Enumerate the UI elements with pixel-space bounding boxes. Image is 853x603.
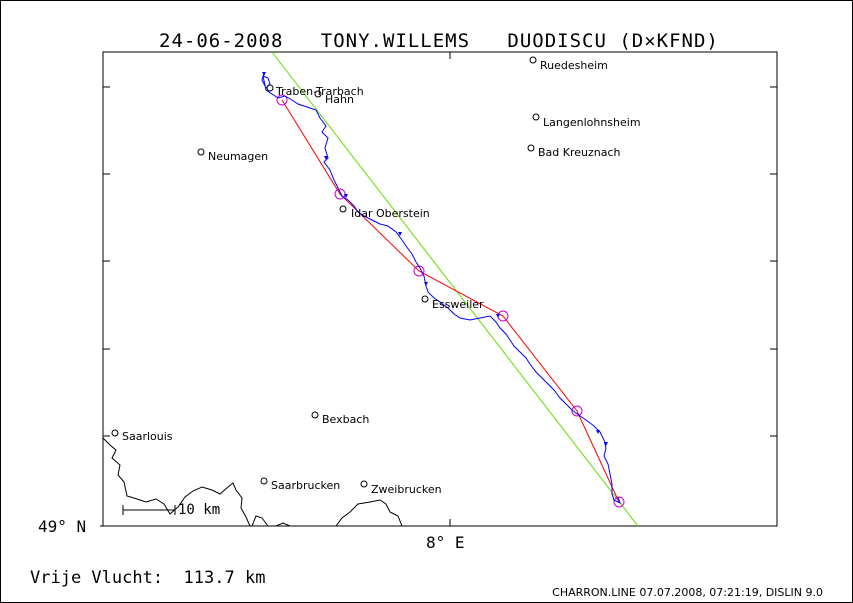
place-label: Neumagen bbox=[208, 150, 268, 163]
place-label: Zweibrucken bbox=[371, 483, 442, 496]
flight-date: 24-06-2008 bbox=[159, 30, 284, 52]
place-label: Idar Oberstein bbox=[351, 207, 430, 220]
place-label: Traben-Trarbach bbox=[275, 85, 364, 98]
place-label: Langenlohnsheim bbox=[543, 116, 641, 129]
plot-border bbox=[102, 51, 778, 527]
y-axis-label: 49° N bbox=[38, 517, 86, 536]
task-line bbox=[281, 99, 620, 503]
place-label: Bad Kreuznach bbox=[538, 146, 621, 159]
place-label: Saarbrucken bbox=[271, 479, 340, 492]
x-axis-label: 8° E bbox=[426, 533, 465, 552]
credit-line: CHARRON.LINE 07.07.2008, 07:21:19, DISLI… bbox=[552, 586, 823, 599]
distance-readout: Vrije Vlucht: 113.7 km bbox=[30, 568, 265, 588]
scale-bar: 10 km bbox=[122, 502, 220, 518]
turnpoint-marker bbox=[613, 496, 625, 508]
scale-bar-label: 10 km bbox=[178, 502, 220, 518]
place-label: Essweiler bbox=[432, 298, 484, 311]
place-label: Bexbach bbox=[322, 413, 369, 426]
turnpoint-marker bbox=[571, 405, 583, 417]
reference-line bbox=[271, 51, 639, 527]
distance-label: Vrije Vlucht: bbox=[30, 568, 164, 588]
axis-ticks bbox=[100, 52, 777, 527]
place-label: Ruedesheim bbox=[540, 59, 608, 72]
place-label: Saarlouis bbox=[122, 430, 173, 443]
map-title: 24-06-2008 TONY.WILLEMS DUODISCU (D×KFND… bbox=[0, 8, 853, 52]
turnpoint-marker bbox=[276, 94, 288, 106]
pilot-name: TONY.WILLEMS bbox=[320, 30, 471, 52]
track-markers bbox=[262, 72, 608, 446]
flight-track bbox=[261, 73, 621, 504]
country-border bbox=[102, 437, 403, 527]
place-label: Hahn bbox=[325, 93, 354, 106]
place-markers bbox=[111, 56, 540, 488]
glider-name: DUODISCU (D×KFND) bbox=[507, 30, 719, 52]
distance-value: 113.7 km bbox=[183, 568, 266, 588]
